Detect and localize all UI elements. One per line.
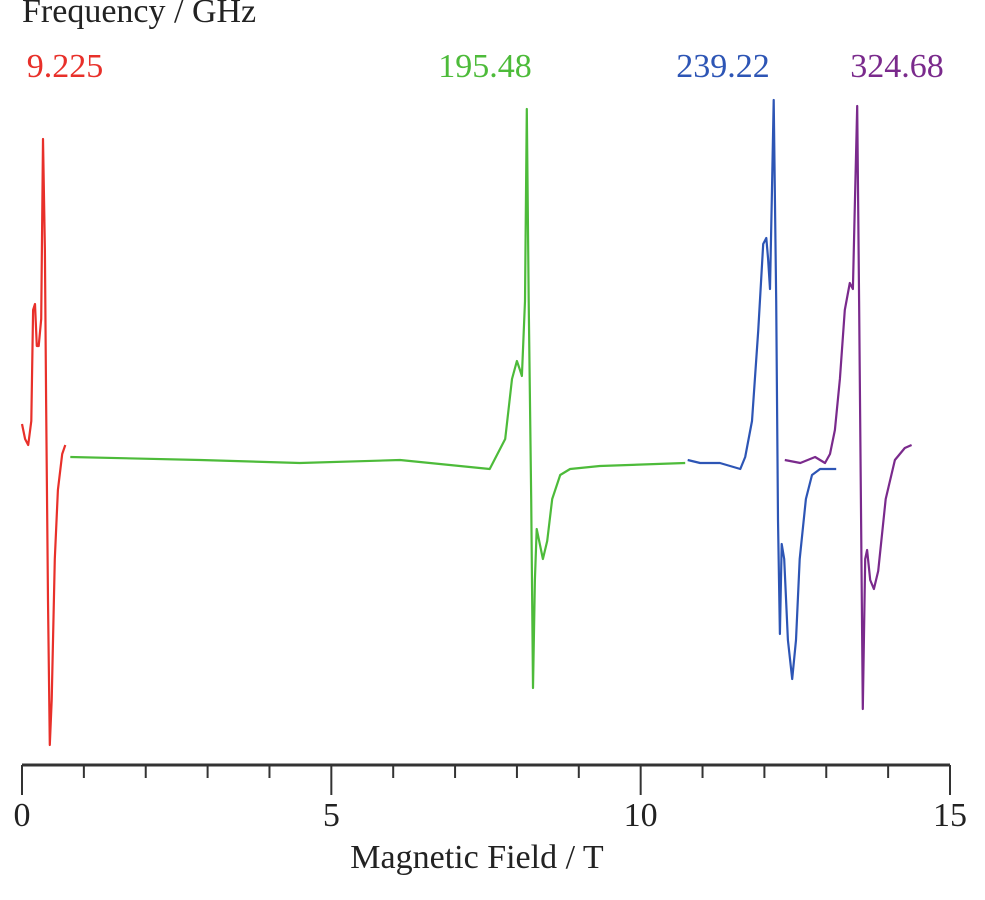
series-label: 195.48 <box>438 48 532 85</box>
legend-title: Frequency / GHz <box>22 0 256 30</box>
x-tick-label: 5 <box>323 797 340 834</box>
series-label: 324.68 <box>850 48 944 85</box>
spectrum-line-9.225 <box>20 137 67 747</box>
x-axis: 0 5 10 15 <box>14 763 967 834</box>
x-axis-label: Magnetic Field / T <box>350 839 604 876</box>
spectrum-line-324.68 <box>784 104 913 711</box>
series-label: 9.225 <box>27 48 104 85</box>
series-label: 239.22 <box>676 48 770 85</box>
x-tick-label: 10 <box>624 797 658 834</box>
x-tick-label: 0 <box>14 797 31 834</box>
x-tick-label: 15 <box>933 797 967 834</box>
spectrum-line-195.48 <box>70 107 686 690</box>
spectrum-line-239.22 <box>687 98 837 681</box>
